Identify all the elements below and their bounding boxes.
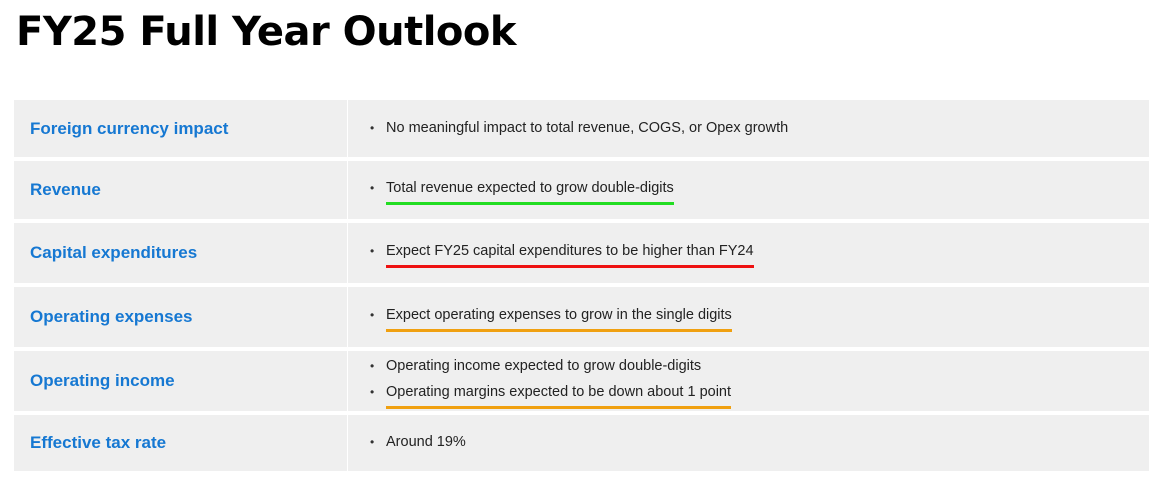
row-value-cell: • Operating income expected to grow doub… (348, 351, 1149, 411)
row-label-cell: Effective tax rate (14, 415, 348, 471)
bullet-dot-icon: • (370, 435, 375, 449)
row-label: Effective tax rate (30, 433, 167, 452)
bullet-text-underlined: Total revenue expected to grow double-di… (386, 176, 674, 205)
row-value-cell: • Expect FY25 capital expenditures to be… (348, 223, 1149, 283)
bullet-item: • Total revenue expected to grow double-… (370, 176, 1149, 205)
bullet-dot-icon: • (370, 307, 375, 322)
row-value-cell: • Around 19% (348, 415, 1149, 471)
bullet-item: • Operating margins expected to be down … (370, 380, 1149, 409)
bullet-dot-icon: • (370, 358, 375, 373)
bullet-text: No meaningful impact to total revenue, C… (386, 119, 789, 136)
row-label-cell: Operating income (14, 351, 348, 411)
bullet-dot-icon: • (370, 384, 375, 399)
row-label: Revenue (30, 180, 101, 199)
row-effective-tax-rate: Effective tax rate • Around 19% (14, 415, 1149, 471)
row-operating-income: Operating income • Operating income expe… (14, 351, 1149, 411)
row-label: Foreign currency impact (30, 118, 229, 138)
outlook-table: Foreign currency impact • No meaningful … (14, 100, 1149, 475)
bullet-dot-icon: • (370, 120, 375, 135)
bullet-text: Around 19% (386, 434, 466, 450)
row-foreign-currency-impact: Foreign currency impact • No meaningful … (14, 100, 1149, 157)
row-label: Operating income (30, 371, 175, 390)
bullet-item: • Expect operating expenses to grow in t… (370, 303, 1149, 332)
bullet-dot-icon: • (370, 243, 375, 258)
row-value-cell: • Expect operating expenses to grow in t… (348, 287, 1149, 347)
row-label-cell: Operating expenses (14, 287, 348, 347)
bullet-text-underlined: Operating margins expected to be down ab… (386, 380, 732, 409)
row-value-cell: • Total revenue expected to grow double-… (348, 161, 1149, 219)
bullet-item: • Operating income expected to grow doub… (370, 354, 1149, 380)
row-label: Capital expenditures (30, 243, 198, 262)
bullet-text: Operating income expected to grow double… (386, 357, 702, 374)
bullet-dot-icon: • (370, 180, 375, 195)
row-label-cell: Capital expenditures (14, 223, 348, 283)
row-capital-expenditures: Capital expenditures • Expect FY25 capit… (14, 223, 1149, 283)
bullet-text-underlined: Expect FY25 capital expenditures to be h… (386, 239, 754, 268)
row-label-cell: Foreign currency impact (14, 100, 348, 157)
row-label-cell: Revenue (14, 161, 348, 219)
row-value-cell: • No meaningful impact to total revenue,… (348, 100, 1149, 157)
row-operating-expenses: Operating expenses • Expect operating ex… (14, 287, 1149, 347)
bullet-text-underlined: Expect operating expenses to grow in the… (386, 303, 732, 332)
bullet-item: • Expect FY25 capital expenditures to be… (370, 239, 1149, 268)
page-title: FY25 Full Year Outlook (16, 9, 516, 55)
row-revenue: Revenue • Total revenue expected to grow… (14, 161, 1149, 219)
row-label: Operating expenses (30, 307, 193, 326)
bullet-item: • No meaningful impact to total revenue,… (370, 116, 1149, 142)
bullet-item: • Around 19% (370, 430, 1149, 456)
